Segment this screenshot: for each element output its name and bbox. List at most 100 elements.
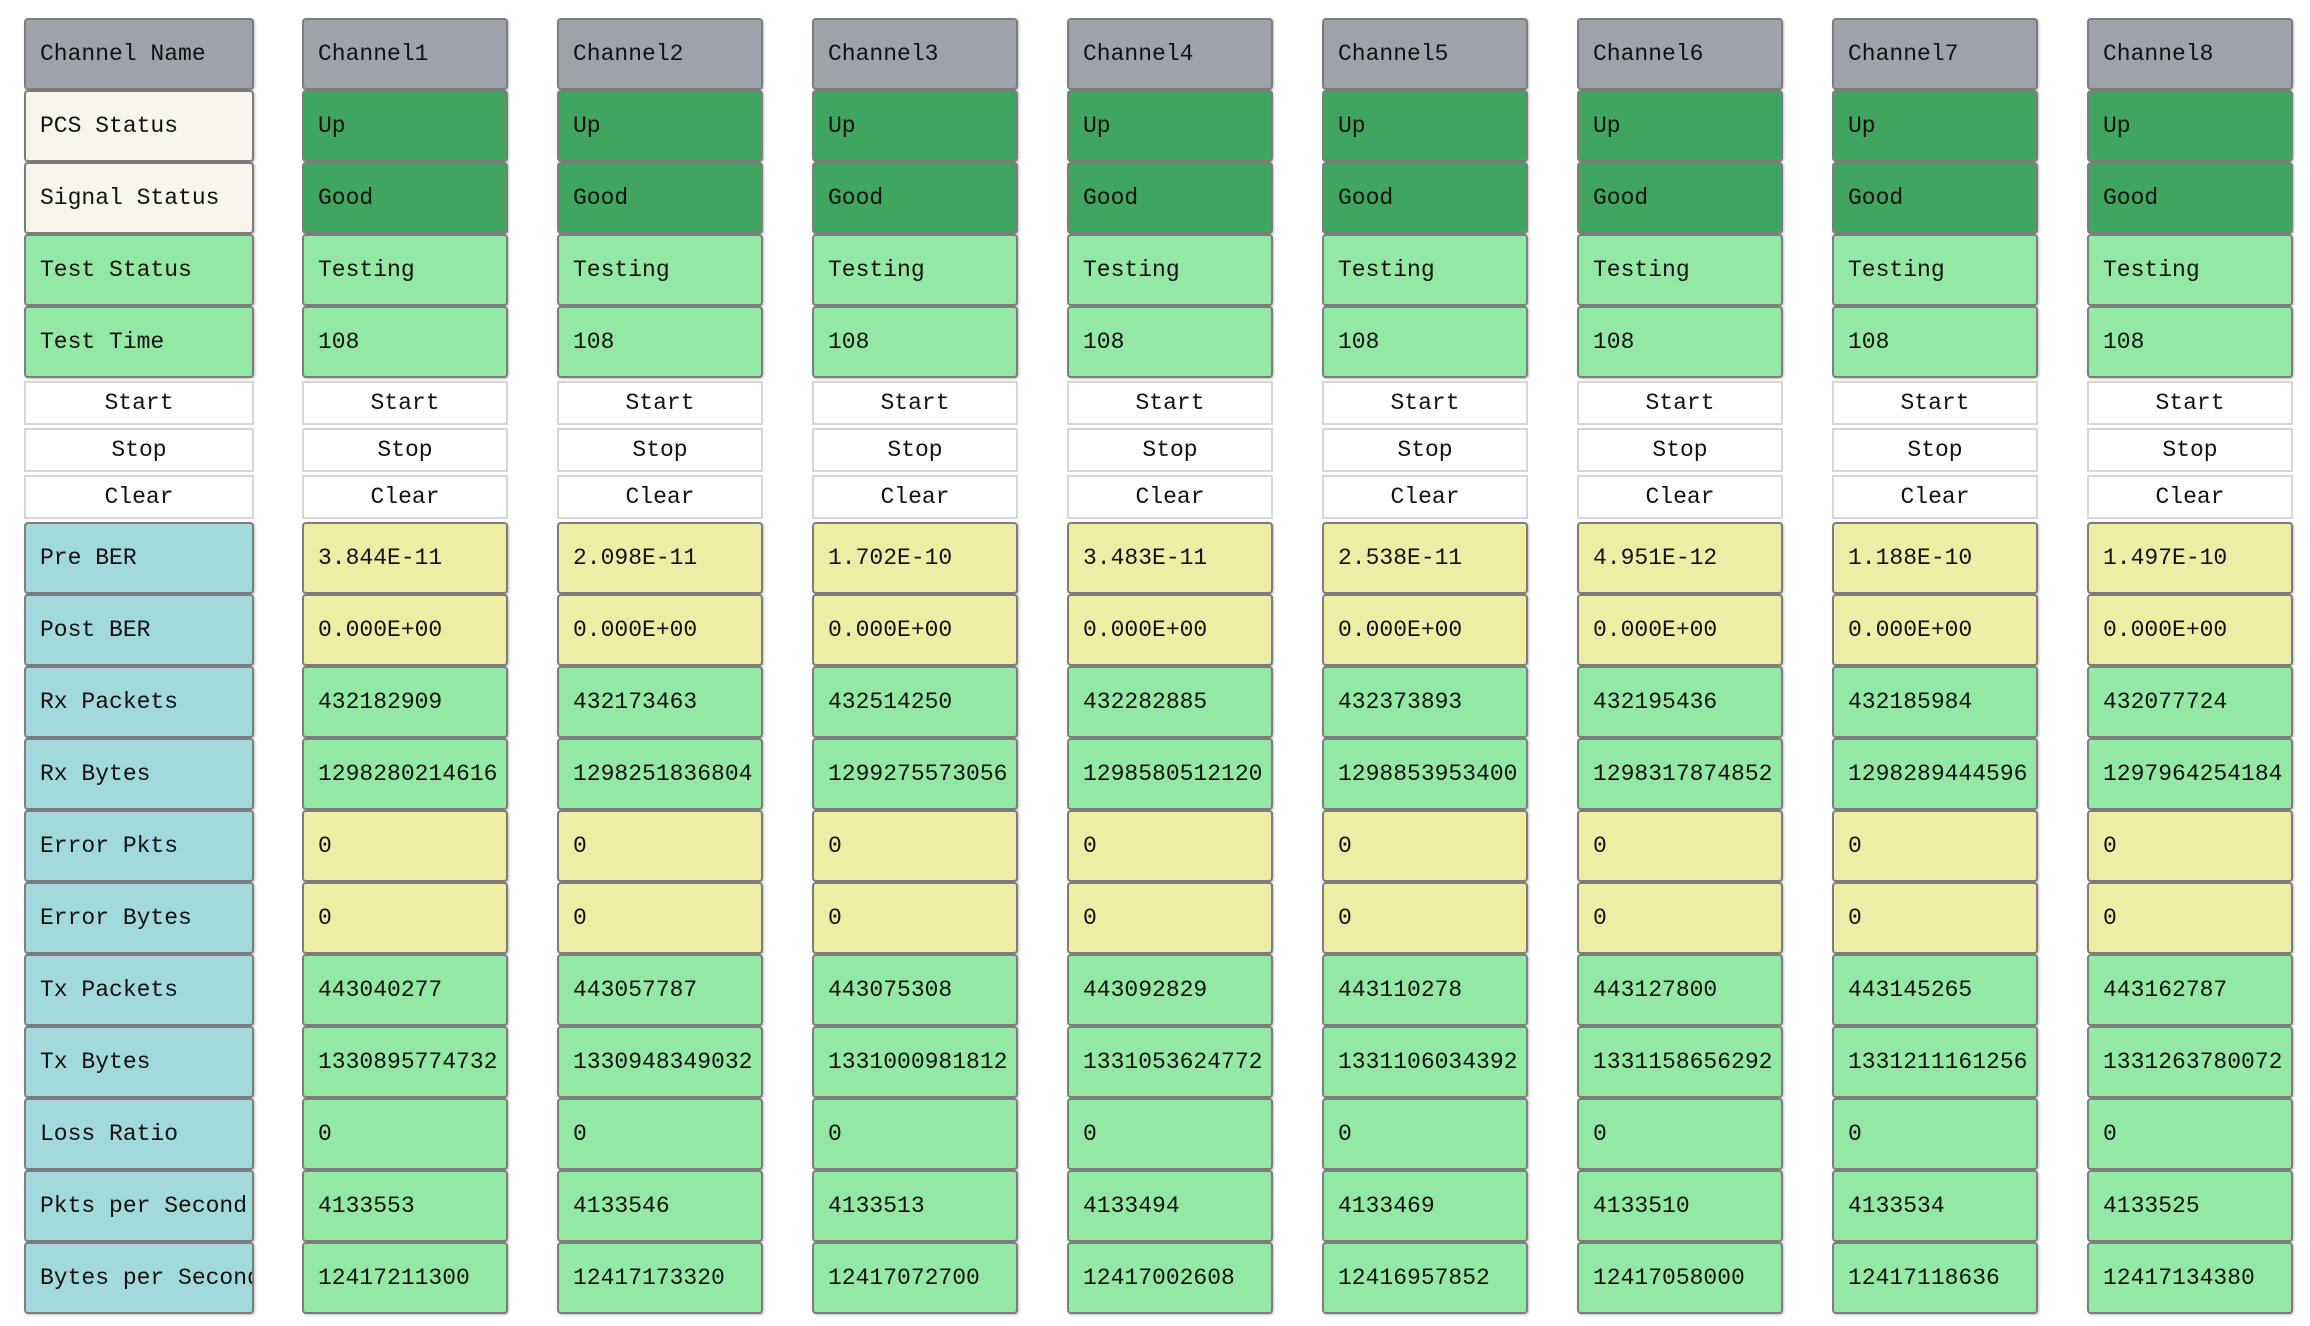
metric-value: 1297964254184 [2087, 738, 2293, 810]
metric-value: 12417002608 [1067, 1242, 1273, 1314]
metric-value: 443145265 [1832, 954, 2038, 1026]
metric-value: 0 [1067, 882, 1273, 954]
action-button[interactable]: Start [2087, 381, 2293, 425]
metric-value: 0 [2087, 882, 2293, 954]
action-button[interactable]: Start [1577, 381, 1783, 425]
action-button[interactable]: Clear [24, 475, 254, 519]
metric-value: 0 [1577, 882, 1783, 954]
status-value: Good [1322, 162, 1528, 234]
status-value: Good [1577, 162, 1783, 234]
metric-value: 12417072700 [812, 1242, 1018, 1314]
metric-value: 1331211161256 [1832, 1026, 2038, 1098]
metric-value: 443162787 [2087, 954, 2293, 1026]
metric-value: 443110278 [1322, 954, 1528, 1026]
channel-header: Channel6 [1577, 18, 1783, 90]
metric-value: 1.497E-10 [2087, 522, 2293, 594]
channel-header: Channel2 [557, 18, 763, 90]
row-label: Test Time [24, 306, 254, 378]
metric-value: 443127800 [1577, 954, 1783, 1026]
action-button[interactable]: Start [1322, 381, 1528, 425]
metric-value: 4133534 [1832, 1170, 2038, 1242]
action-button[interactable]: Clear [812, 475, 1018, 519]
action-button[interactable]: Start [1832, 381, 2038, 425]
row-label: Tx Bytes [24, 1026, 254, 1098]
metric-value: 0 [1067, 810, 1273, 882]
metric-value: 432195436 [1577, 666, 1783, 738]
action-button[interactable]: Clear [557, 475, 763, 519]
metric-value: 0 [812, 882, 1018, 954]
metric-value: 443075308 [812, 954, 1018, 1026]
metric-value: 0 [557, 1098, 763, 1170]
metric-value: 0.000E+00 [1067, 594, 1273, 666]
metric-value: 0.000E+00 [1322, 594, 1528, 666]
action-button[interactable]: Start [24, 381, 254, 425]
status-value: 108 [1322, 306, 1528, 378]
action-button[interactable]: Stop [557, 428, 763, 472]
row-label: Pre BER [24, 522, 254, 594]
status-value: Up [1322, 90, 1528, 162]
action-button[interactable]: Stop [1322, 428, 1528, 472]
action-button[interactable]: Clear [1067, 475, 1273, 519]
action-button[interactable]: Stop [302, 428, 508, 472]
metric-value: 1298280214616 [302, 738, 508, 810]
metric-value: 12416957852 [1322, 1242, 1528, 1314]
row-label: Signal Status [24, 162, 254, 234]
action-button[interactable]: Start [557, 381, 763, 425]
metric-value: 443040277 [302, 954, 508, 1026]
status-value: Up [1067, 90, 1273, 162]
row-label: Error Bytes [24, 882, 254, 954]
channel-header: Channel3 [812, 18, 1018, 90]
metric-value: 1.188E-10 [1832, 522, 2038, 594]
metric-value: 0 [302, 810, 508, 882]
metric-value: 0 [2087, 1098, 2293, 1170]
action-button[interactable]: Clear [2087, 475, 2293, 519]
status-value: 108 [1832, 306, 2038, 378]
metric-value: 1298580512120 [1067, 738, 1273, 810]
metric-value: 0 [2087, 810, 2293, 882]
action-button[interactable]: Start [302, 381, 508, 425]
metric-value: 12417211300 [302, 1242, 508, 1314]
action-button[interactable]: Start [1067, 381, 1273, 425]
action-button[interactable]: Stop [1832, 428, 2038, 472]
metric-value: 432185984 [1832, 666, 2038, 738]
metric-value: 0 [302, 1098, 508, 1170]
action-button[interactable]: Stop [24, 428, 254, 472]
metric-value: 4133513 [812, 1170, 1018, 1242]
row-label: Rx Packets [24, 666, 254, 738]
metric-value: 1331053624772 [1067, 1026, 1273, 1098]
metric-value: 12417058000 [1577, 1242, 1783, 1314]
metric-value: 1331000981812 [812, 1026, 1018, 1098]
action-button[interactable]: Clear [1832, 475, 2038, 519]
metric-value: 443057787 [557, 954, 763, 1026]
channel-header: Channel7 [1832, 18, 2038, 90]
action-button[interactable]: Stop [1067, 428, 1273, 472]
action-button[interactable]: Stop [1577, 428, 1783, 472]
action-button[interactable]: Stop [2087, 428, 2293, 472]
status-value: Up [302, 90, 508, 162]
metric-value: 1298289444596 [1832, 738, 2038, 810]
metric-value: 0 [1067, 1098, 1273, 1170]
action-button[interactable]: Clear [1322, 475, 1528, 519]
metric-value: 0 [1322, 810, 1528, 882]
metric-value: 1298317874852 [1577, 738, 1783, 810]
action-button[interactable]: Clear [302, 475, 508, 519]
status-value: Testing [1067, 234, 1273, 306]
action-button[interactable]: Clear [1577, 475, 1783, 519]
row-label: Loss Ratio [24, 1098, 254, 1170]
metric-value: 0 [557, 882, 763, 954]
channel-header: Channel1 [302, 18, 508, 90]
status-value: Testing [557, 234, 763, 306]
status-value: 108 [2087, 306, 2293, 378]
metric-value: 12417134380 [2087, 1242, 2293, 1314]
row-label: Tx Packets [24, 954, 254, 1026]
metric-value: 0 [1832, 882, 2038, 954]
metric-value: 432514250 [812, 666, 1018, 738]
metric-value: 4133510 [1577, 1170, 1783, 1242]
action-button[interactable]: Stop [812, 428, 1018, 472]
status-value: Good [302, 162, 508, 234]
channel-header: Channel4 [1067, 18, 1273, 90]
metric-value: 432173463 [557, 666, 763, 738]
action-button[interactable]: Start [812, 381, 1018, 425]
metric-value: 0.000E+00 [812, 594, 1018, 666]
